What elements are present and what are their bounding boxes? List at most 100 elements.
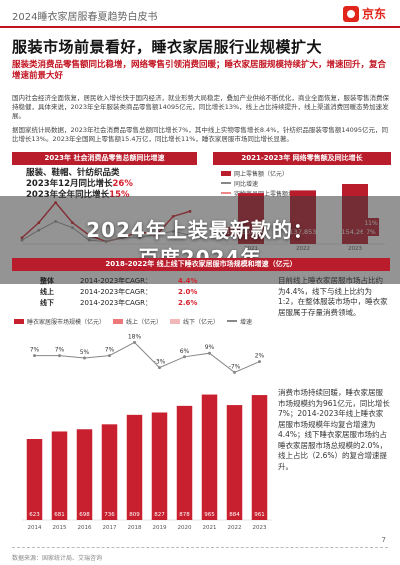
brand-name: 京东 (361, 7, 386, 21)
growth-label: 7% (105, 347, 115, 354)
chart-title: 2021-2023年 网络零售额及同比增长 (213, 152, 391, 165)
bar-value-label: 681 (54, 512, 65, 518)
bar (176, 405, 193, 520)
category-label: 2014 (28, 525, 42, 531)
document-header: 2024睡衣家居服春夏趋势白皮书 京东 (0, 0, 400, 28)
annotation-december-label: 2023年12月同比增长 (26, 179, 113, 189)
growth-point (158, 366, 161, 370)
annotation-year-value: 15% (109, 190, 130, 200)
growth-line (34, 341, 260, 373)
growth-label: 7% (30, 347, 40, 354)
bar-value-label: 809 (129, 512, 140, 518)
growth-label: -3% (154, 359, 166, 366)
side-note: 消费市场持续回暖，睡衣家居服市场规模约为961亿元，同比增长7%；2014-20… (278, 388, 390, 471)
bar (51, 431, 68, 520)
growth-point (108, 354, 111, 358)
chart-legend: 网上零售额（亿元） 同比增速 实物商品网上零售额增速 (221, 168, 300, 198)
growth-label: 7% (55, 347, 65, 354)
growth-label: 18% (128, 333, 142, 340)
bar-value-label: 698 (79, 512, 90, 518)
footer-source: 数据来源：国家统计局、艾瑞咨询 (12, 555, 103, 562)
legend-item: 同比增速 (221, 178, 300, 188)
growth-point (33, 354, 36, 358)
legend-swatch (227, 320, 238, 322)
growth-point (133, 340, 136, 344)
growth-point (233, 370, 236, 374)
growth-label: 9% (205, 344, 215, 351)
growth-label: 5% (80, 349, 90, 356)
category-label: 2018 (128, 525, 142, 531)
bottom-chart-legend: 睡衣家居服市场规模（亿元） 线上（亿元） 线下（亿元） 增速 (14, 316, 274, 326)
annotation-category: 服装、鞋帽、针纺织品类 (26, 168, 120, 178)
bar-value-label: 736 (104, 512, 115, 518)
bar (251, 395, 268, 520)
annotation-year-label: 2023年全年同比增长 (26, 190, 110, 200)
annotation-year: 2023年全年同比增长15% (26, 190, 133, 201)
growth-point (183, 355, 186, 359)
market-size-plot: 623 2014 681 2015 698 2016 736 2017 809 2018 827 20… (22, 333, 272, 531)
legend-swatch (14, 318, 24, 324)
bar (26, 439, 43, 520)
bar (101, 424, 118, 520)
annotation-december-value: 26% (112, 179, 133, 189)
cagr-table: 整体 2014-2023年CAGR： 4.4% 线上 2014-2023年CAG… (40, 276, 197, 309)
cagr-period: 2014-2023年CAGR： (80, 277, 152, 285)
page-number: 7 (381, 536, 386, 544)
cagr-value: 2.0% (178, 288, 198, 296)
bar (201, 394, 218, 520)
category-label: 2016 (78, 525, 92, 531)
cagr-value: 2.6% (178, 299, 198, 307)
growth-point (258, 360, 261, 364)
legend-swatch (221, 192, 231, 194)
bar-value-label: 961 (254, 512, 265, 518)
legend-item: 睡衣家居服市场规模（亿元） (14, 316, 105, 326)
cagr-period: 2014-2023年CAGR： (80, 299, 152, 307)
cagr-label: 整体 (40, 277, 54, 285)
legend-swatch (113, 318, 124, 324)
category-label: 2021 (203, 525, 217, 531)
intro-paragraph: 国内社会经济全面恢复，居民收入增长快于国内经济，就业形势大局稳定，叠加产业供给不… (12, 94, 389, 120)
bar-value-label: 878 (179, 512, 190, 518)
category-label: 2019 (153, 525, 167, 531)
bar-value-label: 623 (29, 512, 40, 518)
bar (151, 412, 168, 520)
growth-label: -7% (229, 363, 241, 370)
document-title: 2024睡衣家居服春夏趋势白皮书 (12, 12, 158, 23)
category-label: 2015 (53, 525, 67, 531)
growth-point (58, 354, 61, 358)
legend-item: 网上零售额（亿元） (221, 168, 300, 178)
chart-title: 2023年 社会消费品零售总额同比增速 (12, 152, 197, 165)
category-label: 2017 (103, 525, 117, 531)
overlay-line-1: 2024年上装最新款的： (86, 218, 314, 242)
legend-item: 实物商品网上零售额增速 (221, 188, 300, 198)
cagr-value: 4.4% (178, 277, 198, 285)
page-subheading: 服装类消费品零售额同比稳增，网络零售引领消费回暖；睡衣家居服规模持续扩大，增速回… (12, 60, 387, 81)
cagr-label: 线上 (40, 288, 54, 296)
side-note-top: 目前线上睡衣家居服市场占比约为4.4%，线下与线上比约为1:2，在整体服装市场中… (278, 276, 388, 317)
data-paragraph: 据国家统计局数据，2023年社会消费品零售总额同比增长7%，其中线上实物零售增长… (12, 126, 389, 143)
jd-logo-icon (342, 5, 359, 22)
legend-item: 线上（亿元） (113, 316, 162, 326)
legend-item: 增速 (227, 316, 252, 326)
cagr-label: 线下 (40, 299, 54, 307)
bar-value-label: 965 (204, 512, 215, 518)
category-label: 2022 (228, 525, 242, 531)
growth-point (83, 356, 86, 360)
growth-label: 6% (180, 348, 190, 355)
legend-swatch (170, 318, 181, 324)
legend-swatch (221, 170, 231, 176)
cagr-row: 线上 2014-2023年CAGR： 2.0% (40, 287, 197, 298)
bar (226, 405, 243, 520)
cagr-row: 整体 2014-2023年CAGR： 4.4% (40, 276, 197, 287)
footer-divider (12, 547, 388, 548)
annotation-december: 2023年12月同比增长26% (26, 179, 133, 190)
bar (126, 414, 143, 520)
bar-value-label: 884 (229, 512, 240, 518)
category-label: 2020 (178, 525, 192, 531)
chart-annotation: 服装、鞋帽、针纺织品类 2023年12月同比增长26% 2023年全年同比增长1… (26, 168, 133, 201)
brand-logo: 京东 (342, 5, 386, 22)
category-label: 2023 (253, 525, 267, 531)
legend-item: 线下（亿元） (170, 316, 219, 326)
page-heading: 服装市场前景看好，睡衣家居服行业规模扩大 (12, 38, 323, 56)
